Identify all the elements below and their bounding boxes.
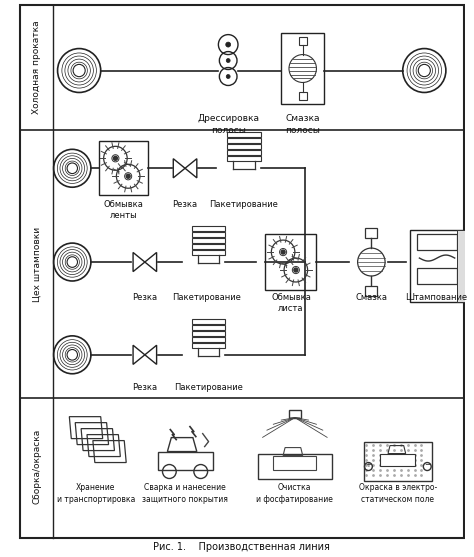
Bar (365, 228, 377, 238)
Bar (192, 232, 225, 237)
Bar (192, 250, 225, 255)
Bar (365, 286, 377, 296)
Bar (192, 238, 225, 243)
Bar (192, 226, 225, 231)
Text: Сварка и нанесение
защитного покрытия: Сварка и нанесение защитного покрытия (142, 483, 228, 504)
Text: Обмывка
листа: Обмывка листа (271, 293, 311, 313)
Circle shape (294, 268, 298, 272)
Circle shape (281, 250, 285, 254)
Bar (227, 157, 261, 162)
Text: Резка: Резка (173, 200, 198, 209)
Bar (380, 453, 416, 466)
Text: Смазка: Смазка (356, 293, 387, 302)
Text: Цех штамповки: Цех штамповки (33, 227, 42, 301)
Text: Резка: Резка (132, 383, 157, 392)
Text: Пакетирование: Пакетирование (210, 200, 278, 209)
Text: Обмывка
ленты: Обмывка ленты (103, 200, 143, 221)
Text: Рис. 1.    Производственная линия: Рис. 1. Производственная линия (154, 543, 330, 553)
Text: Смазка
полосы: Смазка полосы (285, 114, 320, 134)
Bar (192, 244, 225, 249)
Bar (192, 343, 225, 348)
Bar (265, 234, 317, 290)
Bar (299, 92, 307, 100)
Circle shape (226, 58, 230, 62)
Text: Дрессировка
полосы: Дрессировка полосы (197, 114, 259, 134)
Bar (227, 133, 261, 138)
Bar (192, 331, 225, 336)
Bar (227, 150, 261, 155)
Bar (299, 37, 307, 45)
Text: Сборка/окраска: Сборка/окраска (33, 429, 42, 504)
Bar (257, 453, 332, 480)
Bar (227, 144, 261, 149)
Bar (192, 325, 225, 330)
Text: Очистка
и фосфатирование: Очистка и фосфатирование (256, 483, 333, 504)
Text: Холодная прокатка: Холодная прокатка (33, 21, 42, 114)
Circle shape (126, 174, 130, 178)
Bar (281, 33, 324, 104)
Bar (192, 337, 225, 342)
Circle shape (226, 42, 231, 47)
Text: Резка: Резка (132, 293, 157, 302)
Bar (364, 442, 432, 481)
Text: Штампование: Штампование (405, 293, 467, 302)
Text: −: − (424, 462, 430, 467)
Circle shape (226, 75, 230, 79)
Bar (418, 268, 456, 284)
Text: Окраска в электро-
статическом поле: Окраска в электро- статическом поле (359, 483, 437, 504)
Bar (157, 452, 212, 470)
Text: Пакетирование: Пакетирование (174, 383, 243, 392)
Bar (227, 138, 261, 143)
Bar (99, 141, 148, 195)
Bar (289, 409, 301, 418)
Text: +: + (365, 462, 371, 467)
Bar (192, 319, 225, 324)
Bar (418, 234, 456, 250)
Text: Хранение
и транспортировка: Хранение и транспортировка (56, 483, 135, 504)
Bar (410, 230, 465, 302)
Text: Пакетирование: Пакетирование (172, 293, 241, 302)
Bar (456, 230, 465, 302)
Circle shape (113, 157, 118, 160)
Bar (273, 456, 317, 470)
